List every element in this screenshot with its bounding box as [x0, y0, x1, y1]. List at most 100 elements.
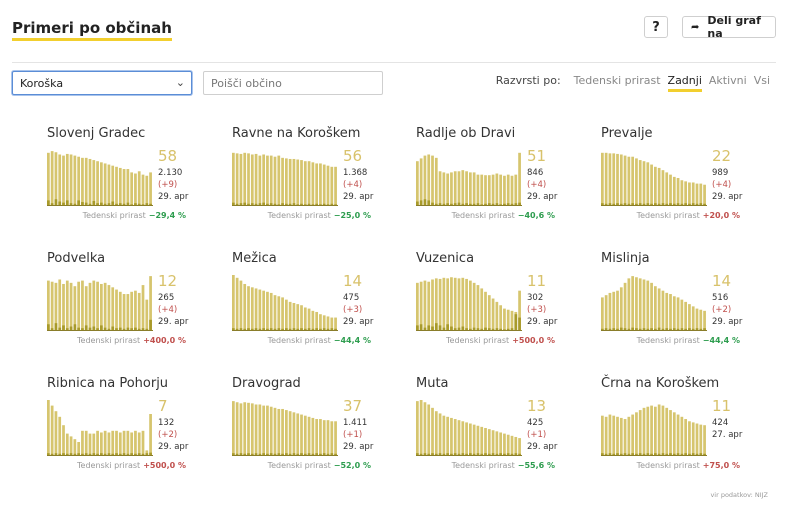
weekly-growth: Tedenski prirast +75,0 %: [637, 461, 740, 470]
municipality-card[interactable]: Mislinja 14 516 (+2) 29. apr Tedenski prirast…: [601, 251, 771, 366]
sparkline-bar: [115, 166, 118, 206]
sparkline-bar: [122, 430, 126, 456]
municipality-card[interactable]: Dravograd 37 1.411 (+1) 29. apr Tedenski prir…: [232, 376, 402, 491]
sparkline-new-cases-bar: [487, 203, 491, 206]
sparkline-new-cases-bar: [495, 453, 499, 456]
sparkline-bar: [453, 419, 457, 456]
sparkline-bar: [480, 174, 484, 206]
sparkline-bar: [54, 152, 58, 206]
sparkline-bar: [292, 158, 296, 206]
sparkline-bar: [296, 304, 300, 331]
sparkline-bar: [434, 278, 438, 331]
region-select[interactable]: Koroška ⌄: [12, 71, 192, 95]
weekly-growth-label: Tedenski prirast: [636, 461, 700, 470]
sparkline-bar: [296, 413, 300, 456]
sparkline-new-cases-bar: [627, 453, 631, 456]
municipality-card[interactable]: Prevalje 22 989 (+4) 29. apr Tedenski prirast…: [601, 126, 771, 241]
sparkline-bar: [680, 299, 684, 331]
sparkline-new-cases-bar: [239, 453, 243, 456]
municipality-card[interactable]: Črna na Koroškem 11 424 27. apr Tedenski pri…: [601, 376, 771, 491]
sparkline-new-cases-bar: [96, 203, 99, 206]
sparkline-new-cases-bar: [322, 328, 326, 331]
sparkline-new-cases-bar: [661, 328, 665, 331]
sparkline-bar: [96, 161, 99, 206]
sparkline-chart: [47, 151, 153, 206]
active-cases-count: 11: [527, 272, 547, 290]
sparkline-bar: [141, 430, 145, 456]
weekly-growth-value: −40,6 %: [517, 211, 555, 220]
sparkline-bar: [130, 172, 134, 206]
sort-option-active[interactable]: Aktivni: [708, 74, 747, 87]
municipality-card[interactable]: Vuzenica 11 302 (+3) 29. apr Tedenski prirast…: [416, 251, 586, 366]
municipality-card[interactable]: Ribnica na Pohorju 7 132 (+2) 29. apr Tedensk…: [47, 376, 217, 491]
total-cases: 1.411: [343, 418, 368, 428]
sparkline-new-cases-bar: [65, 328, 69, 331]
sparkline-bar: [334, 421, 337, 456]
sparkline-new-cases-bar: [608, 203, 612, 206]
sparkline-new-cases-bar: [126, 453, 130, 456]
sparkline-new-cases-bar: [77, 453, 81, 456]
sparkline-bar: [141, 174, 145, 206]
municipality-card[interactable]: Podvelka 12 265 (+4) 29. apr Tedenski prirast…: [47, 251, 217, 366]
sparkline-bar: [134, 430, 137, 456]
sparkline-new-cases-bar: [601, 203, 604, 206]
sparkline-new-cases-bar: [476, 328, 480, 331]
sparkline-new-cases-bar: [50, 453, 54, 456]
sparkline-new-cases-bar: [115, 453, 118, 456]
sparkline-bar: [623, 419, 627, 456]
municipality-card[interactable]: Ravne na Koroškem 56 1.368 (+4) 29. apr Teden…: [232, 126, 402, 241]
municipality-search-input[interactable]: Poišči občino: [203, 71, 383, 95]
sparkline-bar: [472, 424, 476, 456]
weekly-growth-value: +75,0 %: [702, 461, 740, 470]
daily-change: (+3): [527, 305, 547, 315]
sparkline-bar: [699, 183, 703, 206]
sparkline-bar: [122, 294, 126, 331]
sort-option-all[interactable]: Vsi: [753, 74, 770, 87]
sparkline-bar: [646, 280, 650, 331]
municipality-name: Muta: [416, 376, 449, 391]
sparkline-bar: [665, 407, 669, 456]
sparkline-new-cases-bar: [423, 199, 427, 206]
sparkline-bar: [134, 173, 137, 206]
last-update-date: 29. apr: [343, 192, 374, 202]
sparkline-bar: [92, 433, 96, 456]
sparkline-bar: [431, 407, 434, 456]
sparkline-bar: [292, 412, 296, 456]
sparkline-new-cases-bar: [680, 203, 684, 206]
sparkline-bar: [487, 175, 491, 206]
sparkline-bar: [303, 415, 307, 456]
sparkline-bar: [281, 408, 284, 456]
sparkline-new-cases-bar: [495, 203, 499, 206]
municipality-card[interactable]: Muta 13 425 (+1) 29. apr Tedenski prirast −55,…: [416, 376, 586, 491]
sparkline-bar: [300, 414, 303, 456]
sort-option-weekly[interactable]: Tedenski prirast: [573, 74, 661, 87]
sparkline-bar: [518, 290, 521, 331]
sparkline-new-cases-bar: [58, 327, 62, 331]
active-cases-count: 58: [158, 147, 178, 165]
sparkline-new-cases-bar: [137, 203, 141, 206]
sparkline-bar: [642, 279, 646, 331]
municipality-card[interactable]: Slovenj Gradec 58 2.130 (+9) 29. apr Tedenski…: [47, 126, 217, 241]
sparkline-bar: [103, 163, 107, 206]
sparkline-bar: [703, 184, 706, 206]
municipality-card[interactable]: Radlje ob Dravi 51 846 (+4) 29. apr Tedenski …: [416, 126, 586, 241]
sparkline-new-cases-bar: [239, 203, 243, 206]
sparkline-bar: [50, 281, 54, 331]
share-button[interactable]: ➦ Deli graf na: [682, 14, 776, 40]
sparkline-new-cases-bar: [277, 328, 281, 331]
sort-option-latest[interactable]: Zadnji: [667, 74, 702, 92]
sparkline-bar: [480, 288, 484, 331]
sparkline-bar: [665, 172, 669, 206]
sparkline-new-cases-bar: [311, 453, 315, 456]
sparkline-bar: [638, 160, 642, 206]
sparkline-new-cases-bar: [518, 453, 521, 456]
help-button[interactable]: ?: [644, 16, 668, 38]
daily-change: (+2): [712, 305, 732, 315]
sparkline-bar: [300, 160, 303, 206]
sparkline-bar: [311, 310, 315, 331]
weekly-growth: Tedenski prirast +500,0 %: [446, 336, 555, 345]
sparkline-new-cases-bar: [296, 453, 300, 456]
weekly-growth-label: Tedenski prirast: [77, 336, 141, 345]
sparkline-new-cases-bar: [266, 203, 269, 206]
municipality-card[interactable]: Mežica 14 475 (+3) 29. apr Tedenski prirast −4…: [232, 251, 402, 366]
